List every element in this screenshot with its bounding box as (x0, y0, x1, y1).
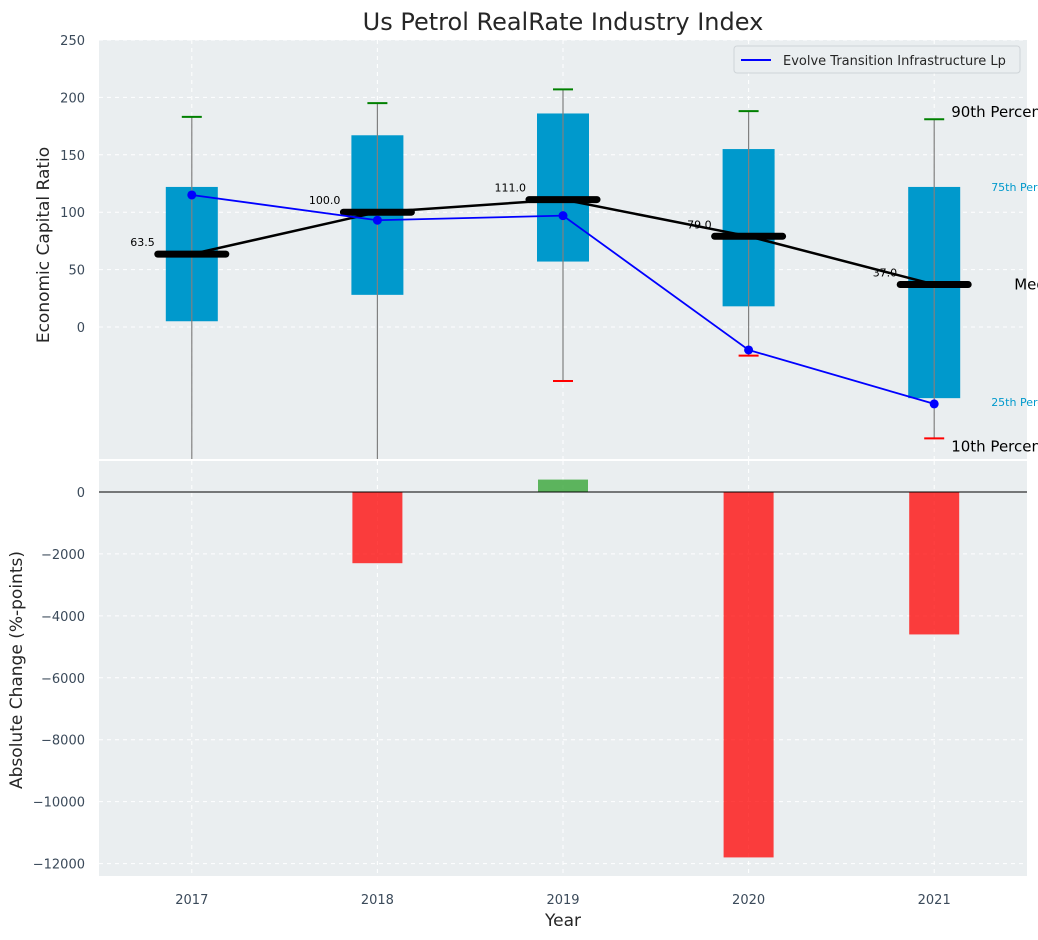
chart-title: Us Petrol RealRate Industry Index (363, 8, 764, 36)
annotation-q3: 75th Percentile (991, 181, 1038, 194)
bar-panel-grid (99, 461, 1027, 876)
x-tick-label: 2018 (361, 893, 394, 908)
y-tick-label: 50 (68, 264, 85, 279)
y-tick-label: 0 (77, 486, 85, 501)
box-panel-y-ticks: 0 50 100 150 200 250 (60, 34, 85, 336)
y-tick-label: −4000 (41, 610, 85, 625)
annotation-p10: 10th Percentile (951, 437, 1038, 455)
y-tick-label: 200 (60, 91, 85, 106)
y-tick-label: −10000 (33, 796, 85, 811)
x-tick-label: 2021 (918, 893, 951, 908)
legend: Evolve Transition Infrastructure Lp (733, 45, 1021, 74)
series-point (744, 345, 754, 355)
percentile-annotations: 90th Percentile 75th Percentile Median 25th… (951, 103, 1038, 455)
bar-panel-y-ticks: −12000 −10000 −8000 −6000 −4000 −2000 0 (33, 486, 85, 873)
series-point (372, 215, 382, 225)
median-value-label: 111.0 (495, 182, 527, 195)
median-value-label: 37.0 (873, 267, 898, 280)
series-point (187, 190, 197, 200)
change-bar (723, 491, 774, 858)
x-ticks: 2017 2018 2019 2020 2021 (175, 893, 950, 908)
change-bars (99, 479, 1027, 858)
x-tick-label: 2019 (546, 893, 579, 908)
y-tick-label: 100 (60, 206, 85, 221)
median-trend: 63.5 100.0 111.0 79.0 37.0 (130, 182, 972, 289)
company-series (187, 190, 939, 409)
x-tick-label: 2017 (175, 893, 208, 908)
annotation-q1: 25th Percentile (991, 396, 1038, 409)
x-tick-label: 2020 (732, 893, 765, 908)
annotation-median: Median (1014, 276, 1038, 294)
box-panel-y-axis-label: Economic Capital Ratio (34, 147, 54, 343)
legend-entry: Evolve Transition Infrastructure Lp (783, 54, 1006, 69)
change-bar (538, 479, 588, 492)
y-tick-label: 250 (60, 34, 85, 49)
y-tick-label: −8000 (41, 734, 85, 749)
median-value-label: 100.0 (309, 194, 341, 207)
change-bar (909, 491, 960, 635)
change-bar (352, 491, 403, 564)
median-value-label: 79.0 (687, 218, 712, 231)
median-value-label: 63.5 (130, 236, 155, 249)
y-tick-label: 0 (77, 321, 85, 336)
y-tick-label: 150 (60, 149, 85, 164)
bar-panel-y-axis-label: Absolute Change (%-points) (7, 551, 27, 789)
y-tick-label: −12000 (33, 858, 85, 873)
y-tick-label: −6000 (41, 672, 85, 687)
series-point (929, 399, 939, 409)
annotation-p90: 90th Percentile (951, 103, 1038, 121)
y-tick-label: −2000 (41, 548, 85, 563)
legend-box (733, 45, 1021, 74)
x-axis-label: Year (544, 911, 581, 931)
series-point (558, 211, 568, 221)
